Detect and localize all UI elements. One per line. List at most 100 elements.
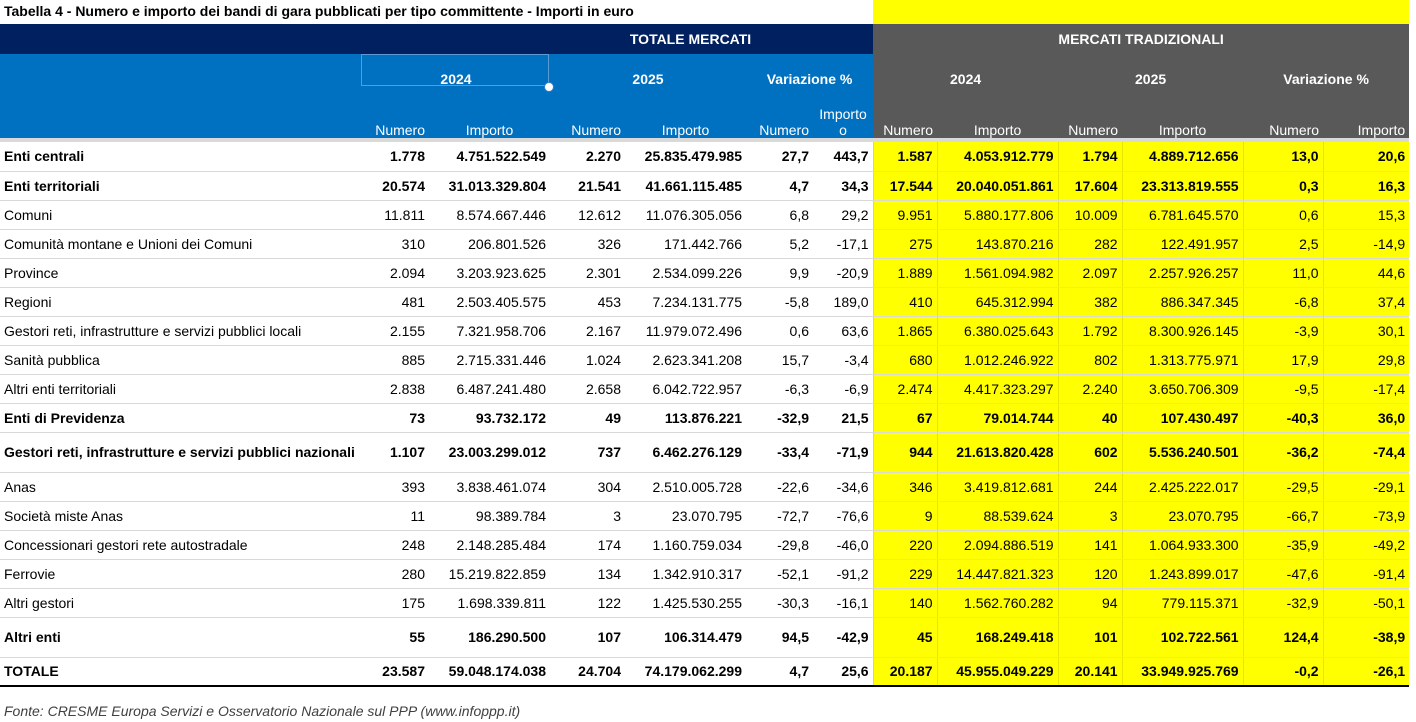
data-cell[interactable]: 106.314.479	[625, 617, 746, 658]
data-cell[interactable]: 11.076.305.056	[625, 200, 746, 230]
data-cell[interactable]: 168.249.418	[936, 617, 1059, 658]
data-cell[interactable]: -72,7	[746, 501, 813, 531]
row-label[interactable]: Concessionari gestori rete autostradale	[0, 530, 362, 560]
data-cell[interactable]: 2.257.926.257	[1121, 258, 1244, 288]
data-cell[interactable]: 3	[550, 501, 625, 531]
data-cell[interactable]: 1.792	[1057, 316, 1123, 346]
data-cell[interactable]: 602	[1057, 432, 1123, 473]
year-header-2025-trad[interactable]: 2025	[1058, 54, 1244, 104]
data-cell[interactable]: 17.604	[1057, 171, 1123, 201]
row-label[interactable]: Province	[0, 258, 362, 288]
data-cell[interactable]: 102.722.561	[1121, 617, 1244, 658]
data-cell[interactable]: 275	[872, 229, 938, 259]
col-header-numero[interactable]: Numero	[550, 104, 625, 138]
data-cell[interactable]: 44,6	[1322, 258, 1410, 288]
data-cell[interactable]: 1.561.094.982	[936, 258, 1059, 288]
col-header-numero[interactable]: Numero	[1058, 104, 1123, 138]
data-cell[interactable]: -0,2	[1242, 657, 1324, 687]
data-cell[interactable]: 2.838	[362, 374, 429, 404]
row-label[interactable]: Regioni	[0, 287, 362, 317]
row-label[interactable]: Comunità montane e Unioni dei Comuni	[0, 229, 362, 259]
col-header-numero[interactable]: Numero	[1243, 104, 1324, 138]
data-cell[interactable]: 310	[362, 229, 429, 259]
group-header-tradizionali[interactable]: MERCATI TRADIZIONALI	[873, 24, 1410, 54]
data-cell[interactable]: 645.312.994	[936, 287, 1059, 317]
data-cell[interactable]: -5,8	[746, 287, 813, 317]
data-cell[interactable]: 122.491.957	[1121, 229, 1244, 259]
data-cell[interactable]: 4.417.323.297	[936, 374, 1059, 404]
data-cell[interactable]: 326	[550, 229, 625, 259]
data-cell[interactable]: 16,3	[1322, 171, 1410, 201]
data-cell[interactable]: 41.661.115.485	[625, 171, 746, 201]
data-cell[interactable]: 11	[362, 501, 429, 531]
data-cell[interactable]: 944	[872, 432, 938, 473]
data-cell[interactable]: 2,5	[1242, 229, 1324, 259]
data-cell[interactable]: -91,2	[813, 559, 874, 589]
data-cell[interactable]: 2.534.099.226	[625, 258, 746, 288]
data-cell[interactable]: 23.313.819.555	[1121, 171, 1244, 201]
data-cell[interactable]: 143.870.216	[936, 229, 1059, 259]
col-header-importo[interactable]: Importo	[1323, 104, 1410, 138]
data-cell[interactable]: -35,9	[1242, 530, 1324, 560]
data-cell[interactable]: 31.013.329.804	[429, 171, 550, 201]
data-cell[interactable]: 2.474	[872, 374, 938, 404]
data-cell[interactable]: 23.587	[362, 657, 429, 687]
table-title[interactable]: Tabella 4 - Numero e importo dei bandi d…	[4, 3, 634, 19]
data-cell[interactable]: -6,9	[813, 374, 874, 404]
row-label[interactable]: Gestori reti, infrastrutture e servizi p…	[0, 432, 362, 473]
col-header-importo[interactable]: Importo	[625, 104, 746, 138]
data-cell[interactable]: 1.425.530.255	[625, 588, 746, 618]
data-cell[interactable]: 6,8	[746, 200, 813, 230]
data-cell[interactable]: 1.012.246.922	[936, 345, 1059, 375]
data-cell[interactable]: 59.048.174.038	[429, 657, 550, 687]
data-cell[interactable]: 15,7	[746, 345, 813, 375]
data-cell[interactable]: 21.613.820.428	[936, 432, 1059, 473]
data-cell[interactable]: 453	[550, 287, 625, 317]
data-cell[interactable]: 9.951	[872, 200, 938, 230]
data-cell[interactable]: 229	[872, 559, 938, 589]
data-cell[interactable]: 2.623.341.208	[625, 345, 746, 375]
data-cell[interactable]: -20,9	[813, 258, 874, 288]
data-cell[interactable]: 34,3	[813, 171, 874, 201]
data-cell[interactable]: 0,3	[1242, 171, 1324, 201]
data-cell[interactable]: 134	[550, 559, 625, 589]
data-cell[interactable]: 2.425.222.017	[1121, 472, 1244, 502]
data-cell[interactable]: -91,4	[1322, 559, 1410, 589]
data-cell[interactable]: 2.510.005.728	[625, 472, 746, 502]
data-cell[interactable]: 1.587	[872, 142, 938, 172]
data-cell[interactable]: 20.040.051.861	[936, 171, 1059, 201]
data-cell[interactable]: 886.347.345	[1121, 287, 1244, 317]
data-cell[interactable]: 25,6	[813, 657, 874, 687]
data-cell[interactable]: 93.732.172	[429, 403, 550, 433]
data-cell[interactable]: 101	[1057, 617, 1123, 658]
data-cell[interactable]: 7.234.131.775	[625, 287, 746, 317]
data-cell[interactable]: 175	[362, 588, 429, 618]
data-cell[interactable]: 20.574	[362, 171, 429, 201]
data-cell[interactable]: 8.574.667.446	[429, 200, 550, 230]
data-cell[interactable]: 802	[1057, 345, 1123, 375]
data-cell[interactable]: -26,1	[1322, 657, 1410, 687]
data-cell[interactable]: -46,0	[813, 530, 874, 560]
data-cell[interactable]: 1.064.933.300	[1121, 530, 1244, 560]
col-header-importo[interactable]: Importo	[937, 104, 1059, 138]
row-label[interactable]: Altri gestori	[0, 588, 362, 618]
data-cell[interactable]: -14,9	[1322, 229, 1410, 259]
data-cell[interactable]: 1.889	[872, 258, 938, 288]
data-cell[interactable]: 12.612	[550, 200, 625, 230]
data-cell[interactable]: 1.024	[550, 345, 625, 375]
data-cell[interactable]: 1.698.339.811	[429, 588, 550, 618]
data-cell[interactable]: 2.270	[550, 142, 625, 172]
data-cell[interactable]: 29,8	[1322, 345, 1410, 375]
data-cell[interactable]: 11.979.072.496	[625, 316, 746, 346]
data-cell[interactable]: 346	[872, 472, 938, 502]
data-cell[interactable]: -17,4	[1322, 374, 1410, 404]
data-cell[interactable]: 107	[550, 617, 625, 658]
data-cell[interactable]: -42,9	[813, 617, 874, 658]
year-header-2024-totale[interactable]: 2024	[362, 54, 550, 104]
data-cell[interactable]: 2.155	[362, 316, 429, 346]
data-cell[interactable]: 393	[362, 472, 429, 502]
data-cell[interactable]: 6.042.722.957	[625, 374, 746, 404]
cell-selection-box[interactable]	[361, 54, 549, 86]
data-cell[interactable]: -32,9	[1242, 588, 1324, 618]
data-cell[interactable]: 4.053.912.779	[936, 142, 1059, 172]
